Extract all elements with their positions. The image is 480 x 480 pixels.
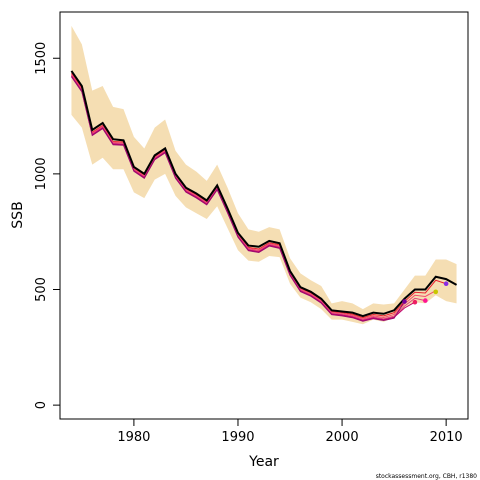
retro-line [71, 72, 447, 319]
plot-frame [59, 11, 469, 420]
y-tick-label: 1000 [34, 157, 49, 190]
retro-line [71, 74, 436, 320]
y-axis-title: SSB [10, 201, 26, 228]
retro-endpoint [433, 289, 439, 295]
confidence-band [71, 25, 457, 325]
credit-text: stockassessment.org, CBH, r1380 [376, 473, 477, 480]
x-axis-title: Year [248, 454, 279, 470]
x-axis: 1980 1990 2000 2010 [117, 419, 463, 445]
current-estimate-line [70, 70, 458, 318]
retro-endpoint [402, 299, 407, 304]
x-tick-label: 2000 [326, 430, 359, 445]
x-tick-label: 1990 [221, 430, 254, 445]
y-axis: 0 500 1000 1500 [34, 42, 60, 409]
retro-endpoints [402, 281, 449, 305]
retro-endpoint [423, 298, 428, 303]
retro-lines [71, 72, 447, 322]
x-tick-label: 2010 [430, 430, 463, 445]
y-tick-label: 500 [34, 277, 49, 302]
x-tick-label: 1980 [117, 430, 150, 445]
retro-endpoint [443, 281, 449, 287]
retro-line [71, 76, 405, 322]
y-tick-label: 0 [34, 401, 49, 409]
y-tick-label: 1500 [34, 42, 49, 75]
retro-endpoint [412, 299, 418, 305]
